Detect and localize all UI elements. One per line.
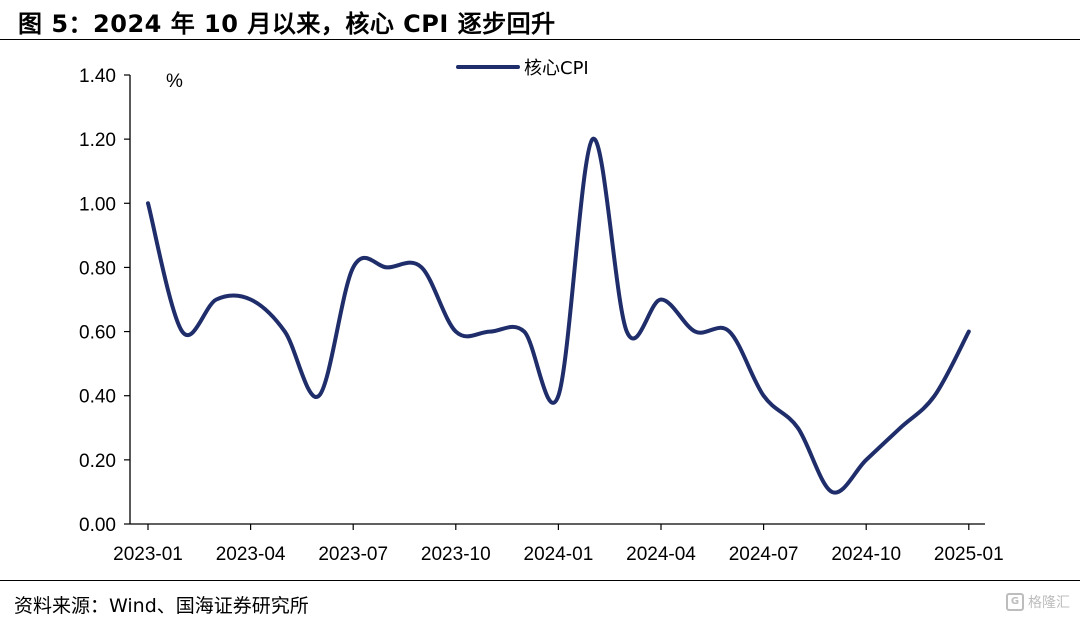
chart-axes bbox=[129, 75, 985, 525]
x-tick-label: 2023-07 bbox=[318, 544, 388, 565]
legend: 核心CPI bbox=[456, 58, 589, 79]
y-axis-unit: % bbox=[166, 71, 183, 92]
x-tick-label: 2024-01 bbox=[524, 544, 594, 565]
data-point bbox=[727, 330, 731, 334]
data-point bbox=[317, 394, 321, 398]
data-point bbox=[522, 330, 526, 334]
x-tick-label: 2023-10 bbox=[421, 544, 491, 565]
x-tick-label: 2024-10 bbox=[831, 544, 901, 565]
data-point bbox=[146, 201, 150, 205]
watermark-logo-icon: G bbox=[1006, 593, 1024, 611]
x-tick-label: 2023-01 bbox=[113, 544, 183, 565]
source-note: 资料来源：Wind、国海证券研究所 bbox=[14, 595, 309, 617]
x-tick-label: 2024-04 bbox=[626, 544, 696, 565]
data-point bbox=[283, 330, 287, 334]
y-tick-label: 0.80 bbox=[79, 258, 116, 279]
x-tick-label: 2023-04 bbox=[216, 544, 286, 565]
title-divider bbox=[0, 39, 1080, 40]
footer-divider bbox=[0, 580, 1080, 581]
y-axis-ticks: 0.00 0.20 0.40 0.60 0.80 1.00 1.20 1.40 bbox=[79, 66, 130, 536]
data-point bbox=[967, 330, 971, 334]
data-point bbox=[864, 458, 868, 462]
figure-title: 图 5：2024 年 10 月以来，核心 CPI 逐步回升 bbox=[18, 10, 556, 38]
y-tick-label: 0.60 bbox=[79, 323, 116, 344]
data-point bbox=[796, 426, 800, 430]
watermark-text: 格隆汇 bbox=[1028, 595, 1070, 611]
data-point bbox=[488, 330, 492, 334]
y-tick-label: 1.40 bbox=[79, 66, 116, 87]
data-point bbox=[556, 394, 560, 398]
data-point bbox=[214, 298, 218, 302]
data-point bbox=[180, 330, 184, 334]
x-tick-label: 2025-01 bbox=[934, 544, 1004, 565]
y-tick-label: 1.00 bbox=[79, 194, 116, 215]
series-line-core-cpi bbox=[146, 137, 971, 495]
data-point bbox=[591, 137, 595, 141]
data-point bbox=[933, 394, 937, 398]
data-point bbox=[830, 490, 834, 494]
x-tick-label: 2024-07 bbox=[729, 544, 799, 565]
data-point bbox=[351, 265, 355, 269]
data-point bbox=[420, 265, 424, 269]
data-point bbox=[693, 330, 697, 334]
data-point bbox=[762, 394, 766, 398]
data-point bbox=[454, 330, 458, 334]
x-axis-ticks: 2023-01 2023-04 2023-07 2023-10 2024-01 2024-… bbox=[113, 524, 1004, 565]
y-tick-label: 0.20 bbox=[79, 451, 116, 472]
y-tick-label: 0.00 bbox=[79, 515, 116, 536]
data-point bbox=[625, 330, 629, 334]
y-tick-label: 1.20 bbox=[79, 130, 116, 151]
data-point bbox=[659, 298, 663, 302]
legend-label: 核心CPI bbox=[524, 58, 589, 79]
watermark: G 格隆汇 bbox=[1006, 592, 1070, 612]
data-point bbox=[898, 426, 902, 430]
y-tick-label: 0.40 bbox=[79, 387, 116, 408]
line-chart: 0.00 0.20 0.40 0.60 0.80 1.00 1.20 1.40 2023-01… bbox=[79, 58, 1004, 565]
data-point bbox=[249, 298, 253, 302]
data-point bbox=[385, 265, 389, 269]
